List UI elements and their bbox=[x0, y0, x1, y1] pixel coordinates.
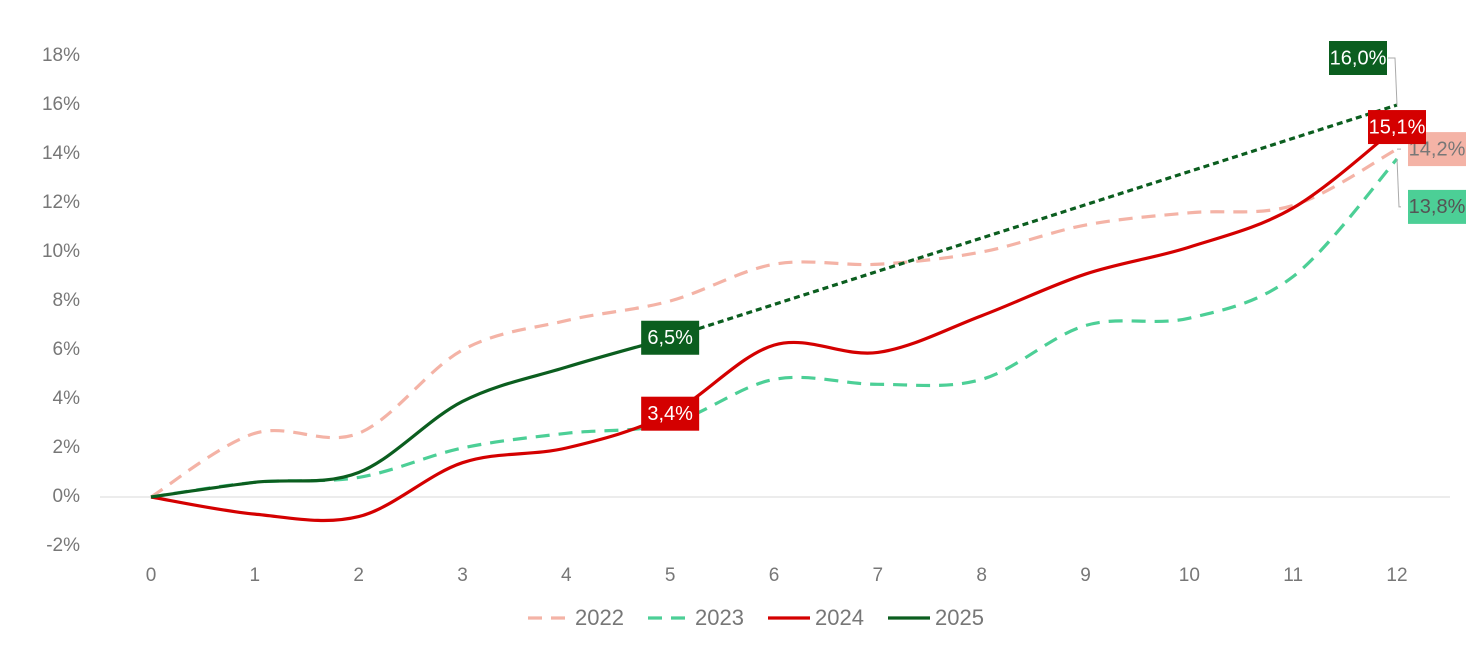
projection-line bbox=[669, 103, 1398, 340]
value-label: 3,4% bbox=[647, 403, 693, 425]
y-tick-label: 6% bbox=[53, 339, 81, 360]
value-label: 6,5% bbox=[647, 327, 693, 349]
data-label: 13,8% bbox=[1396, 158, 1466, 224]
label-box bbox=[641, 396, 700, 431]
label-box bbox=[1368, 110, 1426, 145]
line-2025 bbox=[150, 336, 671, 499]
x-tick-label: 3 bbox=[457, 565, 468, 586]
y-tick-label: 18% bbox=[42, 45, 80, 66]
label-box bbox=[1408, 189, 1466, 224]
x-tick-label: 12 bbox=[1386, 565, 1407, 586]
y-tick-label: 4% bbox=[53, 388, 81, 409]
x-tick-label: 4 bbox=[561, 565, 572, 586]
y-tick-label: 14% bbox=[42, 143, 80, 164]
y-tick-label: 16% bbox=[42, 94, 80, 115]
line-2024 bbox=[150, 125, 1398, 523]
y-tick-label: 8% bbox=[53, 290, 81, 311]
value-label: 15,1% bbox=[1369, 116, 1426, 138]
x-tick-label: 5 bbox=[665, 565, 676, 586]
data-label: 3,4% bbox=[641, 396, 700, 431]
x-tick-label: 2 bbox=[353, 565, 364, 586]
y-tick-label: 12% bbox=[42, 192, 80, 213]
legend-label: 2023 bbox=[695, 605, 744, 630]
y-tick-label: 0% bbox=[53, 486, 81, 507]
value-label: 16,0% bbox=[1330, 47, 1387, 69]
line-2023 bbox=[150, 157, 1399, 499]
y-tick-label: 2% bbox=[53, 437, 81, 458]
legend-label: 2024 bbox=[815, 605, 864, 630]
label-box bbox=[641, 320, 700, 355]
x-tick-label: 1 bbox=[250, 565, 261, 586]
legend-label: 2022 bbox=[575, 605, 624, 630]
label-box bbox=[1329, 41, 1387, 75]
value-label: 13,8% bbox=[1409, 196, 1466, 218]
data-label: 6,5% bbox=[641, 320, 700, 355]
x-tick-label: 8 bbox=[976, 565, 987, 586]
legend-label: 2025 bbox=[935, 605, 984, 630]
x-tick-label: 7 bbox=[873, 565, 884, 586]
y-tick-label: 10% bbox=[42, 241, 80, 262]
line-2022 bbox=[150, 147, 1398, 499]
x-tick-label: 0 bbox=[146, 565, 157, 586]
x-tick-label: 6 bbox=[769, 565, 780, 586]
leader-line bbox=[1388, 57, 1398, 106]
x-tick-label: 10 bbox=[1179, 565, 1200, 586]
x-tick-label: 9 bbox=[1080, 565, 1091, 586]
data-label: 16,0% bbox=[1329, 41, 1398, 106]
data-label: 15,1% bbox=[1368, 110, 1426, 145]
x-tick-label: 11 bbox=[1283, 565, 1303, 586]
leader-line bbox=[1396, 158, 1401, 208]
y-tick-label: -2% bbox=[46, 535, 80, 556]
